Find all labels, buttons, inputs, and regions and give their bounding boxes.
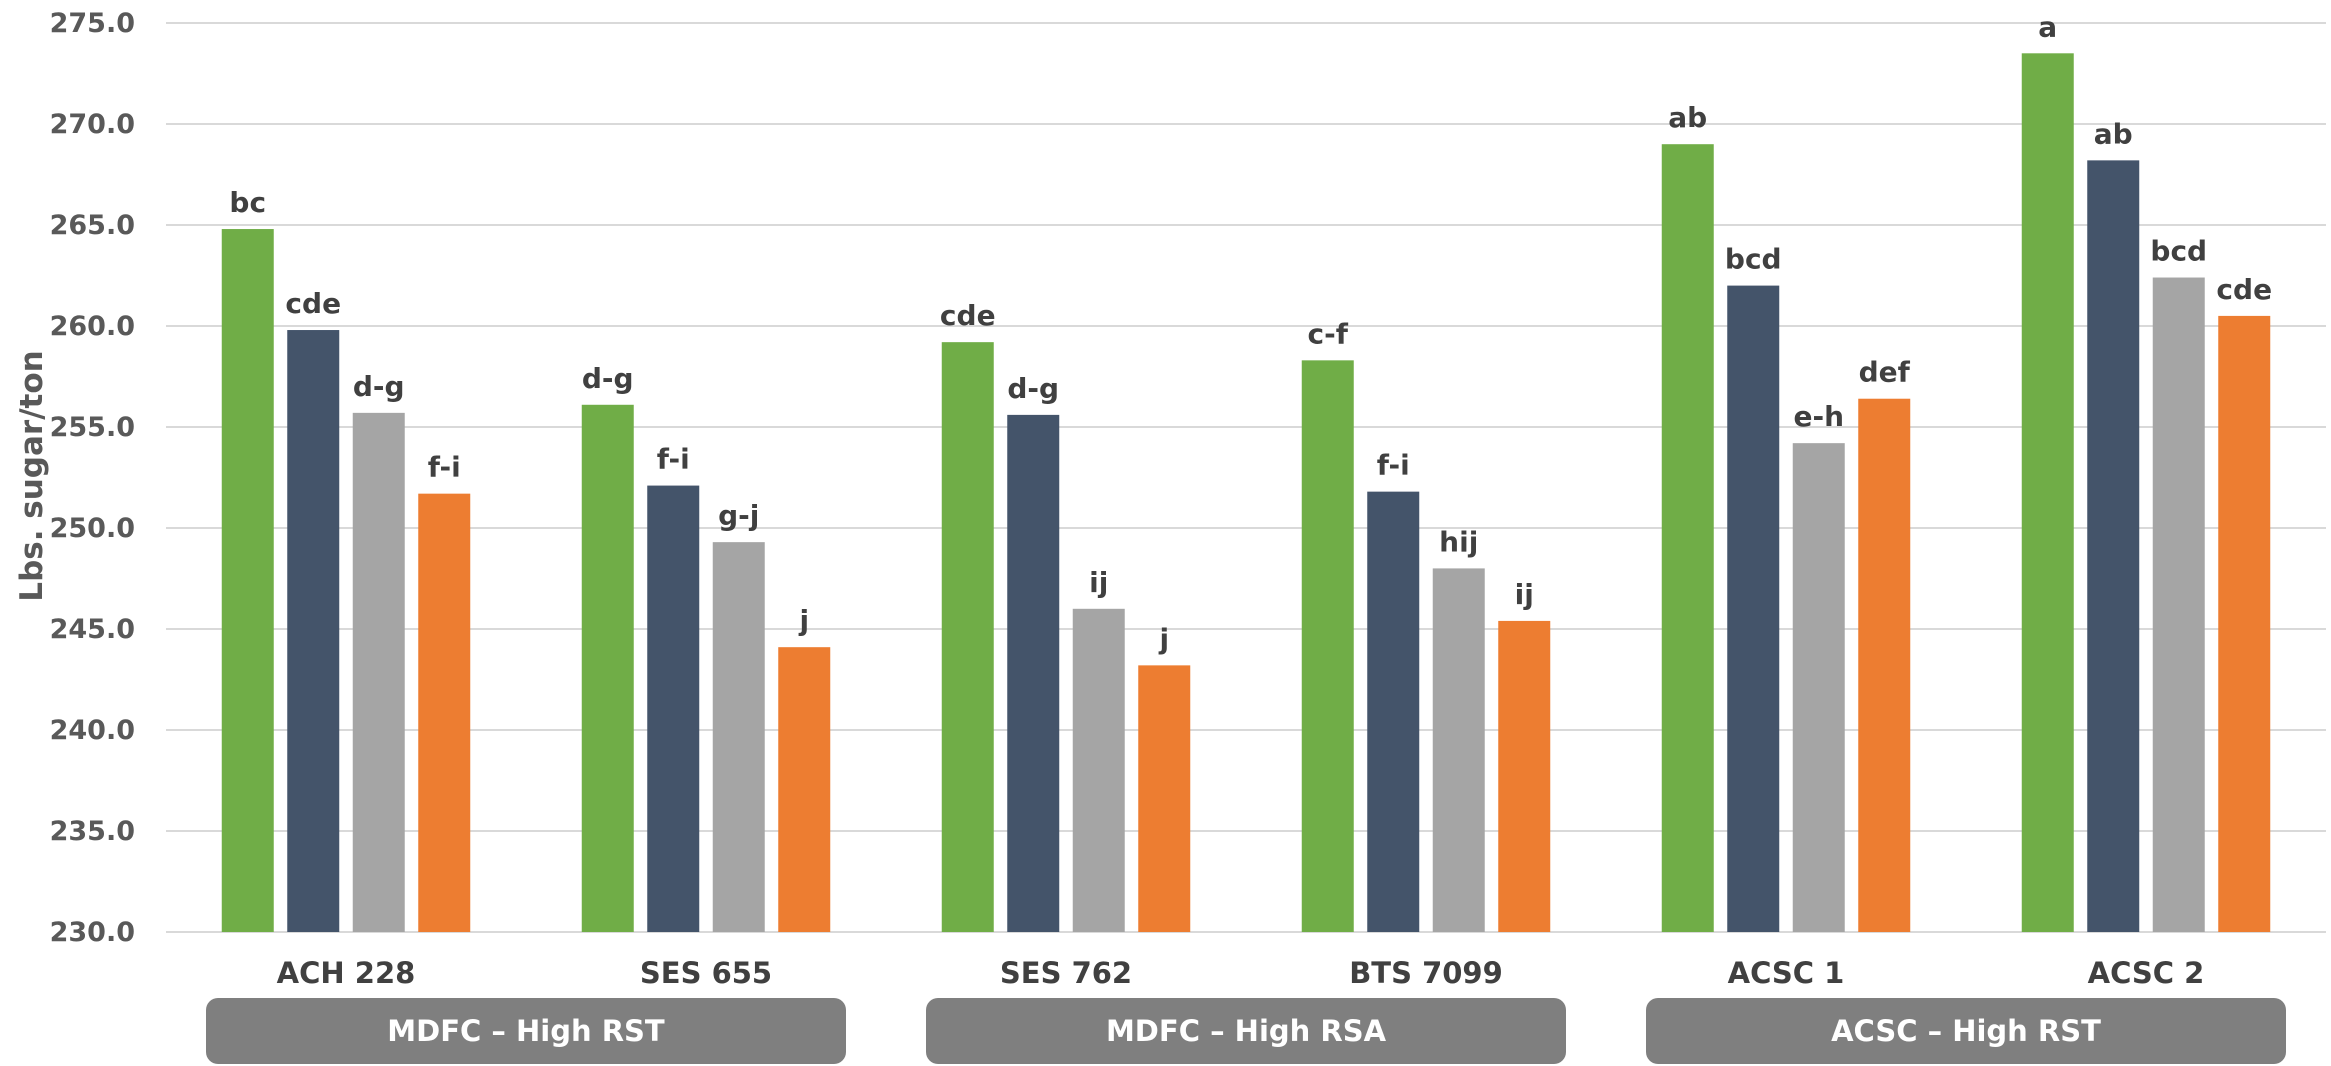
y-tick-label: 235.0 — [50, 816, 135, 847]
group-label: ACSC – High RST — [1831, 1014, 2101, 1048]
y-axis-label: Lbs. sugar/ton — [14, 350, 50, 601]
bar — [778, 647, 831, 932]
bar — [1432, 568, 1485, 932]
data-label: cde — [940, 299, 996, 332]
data-label: ij — [1515, 578, 1534, 611]
bar — [2087, 160, 2140, 933]
category-label: ACSC 2 — [2088, 956, 2205, 990]
bar — [1301, 360, 1354, 933]
data-label: hij — [1439, 525, 1478, 558]
y-tick-label: 255.0 — [50, 412, 135, 443]
data-label: bcd — [2150, 235, 2207, 268]
bar — [1072, 608, 1125, 932]
data-label: cde — [285, 287, 341, 320]
data-label: f-i — [657, 443, 690, 476]
data-label: d-g — [582, 362, 634, 395]
y-tick-label: 245.0 — [50, 614, 135, 645]
data-label: bcd — [1725, 243, 1782, 276]
data-label: a — [2038, 10, 2057, 43]
y-tick-label: 275.0 — [50, 8, 135, 39]
y-tick-label: 240.0 — [50, 715, 135, 746]
data-label: j — [798, 604, 809, 637]
y-tick-label: 230.0 — [50, 917, 135, 948]
data-label: g-j — [718, 499, 759, 532]
category-labels: ACH 228 SES 655 SES 762 BTS 7099 ACSC 1 ACSC … — [277, 956, 2205, 990]
data-label: def — [1859, 356, 1911, 389]
group-label: MDFC – High RST — [387, 1014, 665, 1048]
data-label: cde — [2216, 273, 2272, 306]
category-label: SES 762 — [1000, 956, 1132, 990]
y-tick-label: 250.0 — [50, 513, 135, 544]
y-tick-label: 265.0 — [50, 210, 135, 241]
bar — [647, 485, 700, 932]
bar — [1727, 285, 1780, 933]
gridlines — [166, 22, 2326, 933]
group-box — [926, 998, 1566, 1064]
bar — [221, 229, 274, 933]
y-tick-label: 260.0 — [50, 311, 135, 342]
bar — [941, 342, 994, 932]
group-box — [206, 998, 846, 1064]
y-axis-ticks: 230.0 235.0 240.0 245.0 250.0 255.0 260.0 265.0… — [50, 8, 135, 948]
data-label: bc — [229, 186, 266, 219]
data-label: d-g — [1007, 372, 1059, 405]
data-label: f-i — [428, 451, 461, 484]
bar — [2021, 53, 2074, 933]
data-label: ab — [1668, 101, 1707, 134]
group-labels: MDFC – High RST MDFC – High RSA ACSC – Hig… — [206, 998, 2286, 1064]
bar — [2152, 277, 2205, 932]
y-tick-label: 270.0 — [50, 109, 135, 140]
data-label: ab — [2094, 117, 2133, 150]
bars — [221, 53, 2271, 933]
data-label: e-h — [1793, 400, 1844, 433]
bar — [287, 330, 340, 932]
category-label: ACH 228 — [277, 956, 416, 990]
data-label: d-g — [353, 370, 405, 403]
bar — [352, 412, 405, 932]
data-label: f-i — [1377, 449, 1410, 482]
data-label: c-f — [1308, 317, 1349, 350]
bar — [1858, 398, 1911, 933]
bar — [418, 493, 471, 932]
bar — [1498, 620, 1551, 932]
category-label: BTS 7099 — [1349, 956, 1503, 990]
bar — [581, 404, 634, 932]
bar — [1138, 665, 1191, 932]
bar — [1661, 144, 1714, 932]
group-label: MDFC – High RSA — [1106, 1014, 1387, 1048]
data-label: j — [1158, 622, 1169, 655]
bar — [1007, 414, 1060, 932]
category-label: ACSC 1 — [1728, 956, 1845, 990]
category-label: SES 655 — [640, 956, 772, 990]
bar — [1367, 491, 1420, 932]
bar — [2218, 315, 2271, 932]
bar — [712, 542, 765, 932]
bar — [1792, 443, 1845, 932]
group-box — [1646, 998, 2286, 1064]
data-label: ij — [1089, 566, 1108, 599]
data-labels: bc cde d-g f-i d-g f-i g-j j cde d-g ij j c-f f-i hij i… — [229, 10, 2272, 655]
